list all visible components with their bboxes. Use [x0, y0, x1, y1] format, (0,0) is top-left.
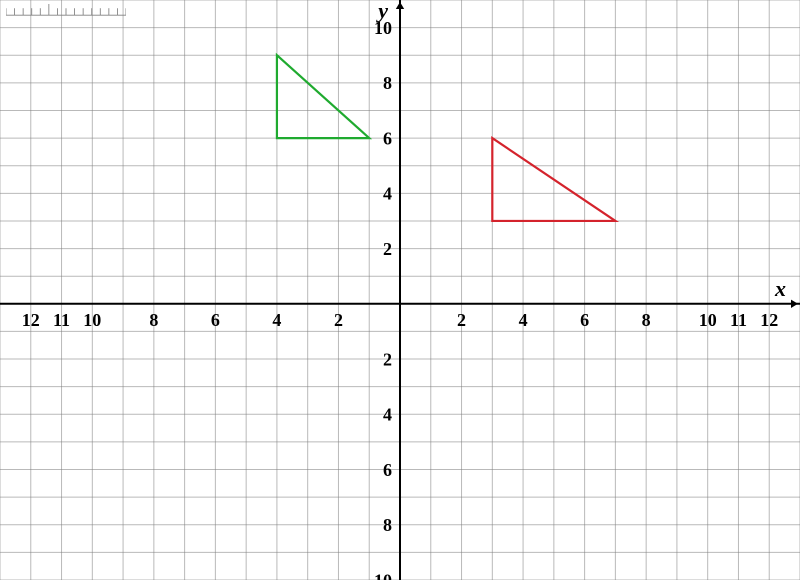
x-tick-label: 2	[334, 310, 343, 330]
y-tick-label: 6	[383, 128, 392, 148]
x-tick-label: 6	[211, 310, 220, 330]
x-tick-label: 12	[22, 310, 40, 330]
x-tick-label: 4	[519, 310, 528, 330]
y-tick-label: 8	[383, 73, 392, 93]
x-axis-label: x	[774, 276, 786, 301]
x-tick-label: 10	[699, 310, 717, 330]
ruler-decoration	[6, 4, 126, 16]
chart-svg: 24681011122468101112246810246810xy	[0, 0, 800, 580]
y-tick-label: 4	[383, 405, 392, 425]
x-tick-label: 11	[730, 310, 747, 330]
y-tick-label: 2	[383, 349, 392, 369]
x-tick-label: 10	[83, 310, 101, 330]
y-tick-label: 8	[383, 515, 392, 535]
y-tick-label: 6	[383, 460, 392, 480]
x-tick-label: 11	[53, 310, 70, 330]
y-tick-label: 4	[383, 184, 392, 204]
coordinate-plane: 24681011122468101112246810246810xy	[0, 0, 800, 580]
x-tick-label: 8	[149, 310, 158, 330]
y-tick-label: 10	[374, 570, 392, 580]
y-tick-label: 2	[383, 239, 392, 259]
x-tick-label: 12	[760, 310, 778, 330]
x-tick-label: 2	[457, 310, 466, 330]
x-tick-label: 6	[580, 310, 589, 330]
x-tick-label: 8	[642, 310, 651, 330]
x-tick-label: 4	[272, 310, 281, 330]
